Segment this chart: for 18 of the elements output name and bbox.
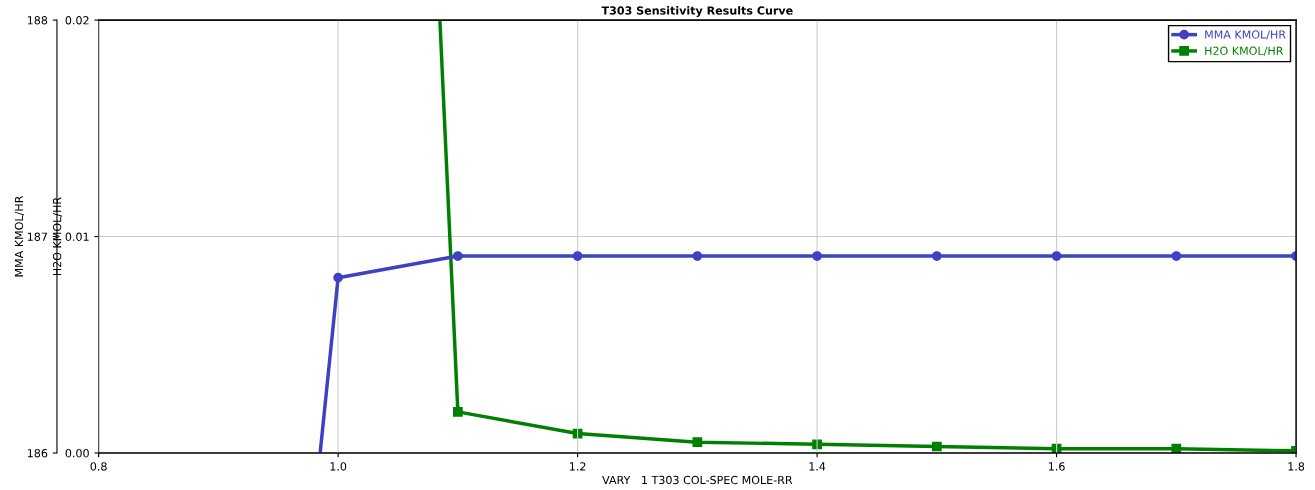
y-axis-title: MMA KMOL/HR <box>14 195 25 277</box>
x-tick-label: 0.8 <box>90 462 107 471</box>
y-tick-label: 188 <box>27 16 48 25</box>
x-tick-label: 1.8 <box>1288 462 1305 471</box>
x-tick-label: 1.4 <box>809 462 826 471</box>
x-axis-title: VARY 1 T303 COL-SPEC MOLE-RR <box>602 475 793 485</box>
y2-axis-title: H2O KMOL/HR <box>52 197 63 276</box>
y-tick-label: 186 <box>27 448 48 458</box>
chart-title: T303 Sensitivity Results Curve <box>601 6 793 17</box>
x-tick-label: 1.2 <box>569 462 586 471</box>
y-tick-label: 187 <box>27 232 47 241</box>
y2-tick-label: 0.00 <box>65 448 89 458</box>
x-tick-label: 1.6 <box>1048 462 1065 471</box>
legend-label: MMA KMOL/HR <box>1205 30 1286 40</box>
x-tick-label: 1.0 <box>330 462 347 471</box>
legend-label: H2O KMOL/HR <box>1205 46 1284 56</box>
y2-tick-label: 0.02 <box>65 16 89 25</box>
y2-tick-label: 0.01 <box>65 232 89 241</box>
